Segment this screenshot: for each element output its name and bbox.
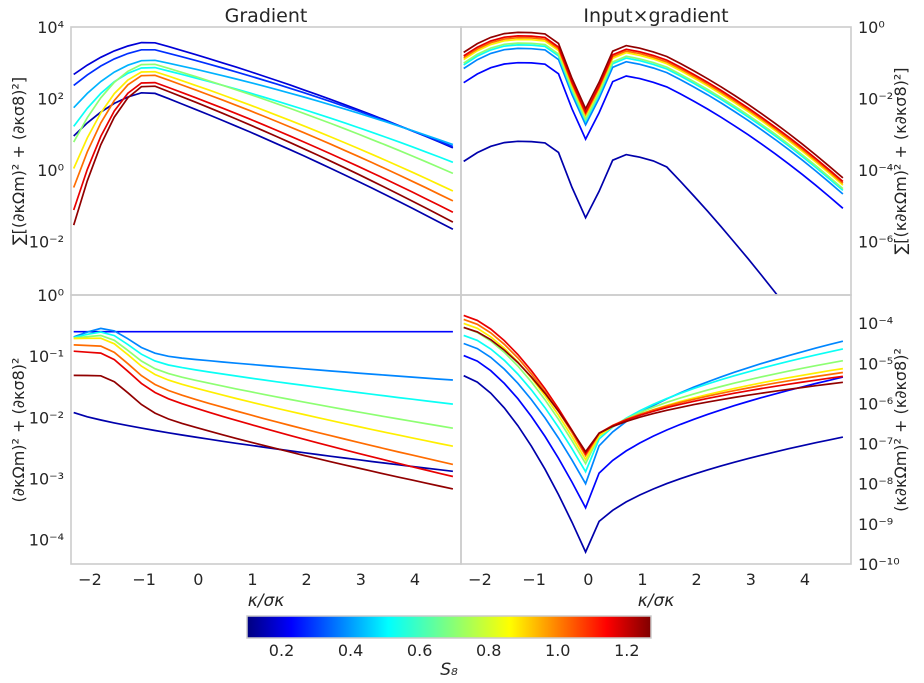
gradient-top-ytick-2: 10⁰ [37, 161, 64, 180]
series-gradient-top [72, 41, 454, 231]
xlabel-gradient: κ/σκ [248, 591, 285, 611]
ylabel-gradient-top: ∑[(∂κΩm)² + (∂κσ8)²] [9, 77, 28, 245]
gradient-xtick-1: −1 [132, 570, 156, 589]
series-line-2 [73, 327, 453, 381]
series-line-0 [73, 411, 453, 473]
series-gradient-bottom [73, 327, 454, 490]
input-gradient-top-ytick-0: 10⁰ [858, 18, 885, 37]
gradient-xtick-5: 3 [356, 570, 366, 589]
series-line-0 [463, 374, 844, 555]
series-line-5 [73, 337, 454, 448]
input-gradient-xtick-0: −2 [468, 570, 492, 589]
colorbar-tick-3: 0.8 [476, 641, 501, 660]
input-gradient-bottom-ytick-4: 10⁻⁸ [858, 475, 893, 494]
series-line-3 [73, 331, 453, 405]
gradient-bottom-ytick-3: 10⁻³ [29, 469, 64, 488]
colorbar-tick-4: 1.0 [545, 641, 570, 660]
colorbar-tick-1: 0.4 [338, 641, 363, 660]
input-gradient-xtick-1: −1 [522, 570, 546, 589]
series-line-6 [73, 344, 454, 466]
series-line-7 [463, 314, 844, 456]
input-gradient-bottom-ytick-5: 10⁻⁹ [858, 515, 893, 534]
series-line-7 [72, 74, 454, 202]
colorbar-tick-5: 1.2 [614, 641, 639, 660]
gradient-xtick-2: 0 [193, 570, 203, 589]
ylabel-input-gradient-top: ∑[(κ∂κΩm)² + (κ∂κσ8)²] [891, 67, 910, 254]
input-gradient-top-ytick-3: 10⁻⁶ [858, 232, 893, 251]
series-line-6 [463, 318, 844, 458]
series-line-0 [73, 91, 454, 231]
series-line-5 [72, 63, 454, 175]
series-line-8 [463, 326, 844, 454]
series-line-1 [463, 354, 844, 510]
colorbar-tick-2: 0.6 [407, 641, 432, 660]
gradient-bottom-ytick-1: 10⁻¹ [29, 347, 64, 366]
gradient-bottom-ytick-4: 10⁻⁴ [29, 531, 64, 550]
series-line-3 [463, 44, 844, 192]
panel-frame-input-gradient-top [460, 26, 852, 296]
series-line-8 [72, 81, 454, 214]
series-line-6 [72, 70, 454, 192]
gradient-xtick-3: 1 [247, 570, 257, 589]
series-line-3 [73, 59, 454, 146]
series-input-gradient-bottom [463, 314, 844, 555]
input-gradient-bottom-ytick-2: 10⁻⁶ [858, 394, 893, 413]
title-input-gradient: Input×gradient [583, 5, 728, 27]
input-gradient-top-ytick-2: 10⁻⁴ [858, 161, 893, 180]
input-gradient-bottom-ytick-0: 10⁻⁴ [858, 314, 893, 333]
gradient-top-ytick-0: 10⁴ [37, 18, 64, 37]
colorbar-label: S₈ [440, 660, 458, 680]
input-gradient-xtick-6: 4 [800, 570, 810, 589]
series-line-0 [463, 140, 779, 295]
gradient-bottom-ytick-0: 10⁰ [37, 286, 64, 305]
xlabel-input-gradient: κ/σκ [638, 591, 675, 611]
series-line-4 [463, 326, 844, 466]
gradient-top-ytick-3: 10⁻² [29, 232, 64, 251]
series-line-7 [73, 350, 454, 478]
series-line-8 [73, 374, 454, 490]
series-input-gradient-top [463, 31, 844, 295]
input-gradient-bottom-ytick-1: 10⁻⁵ [858, 354, 893, 373]
series-line-6 [463, 36, 844, 184]
series-line-2 [463, 340, 844, 486]
colorbar-ticks: 0.2 0.4 0.6 0.8 1.0 1.2 [269, 641, 640, 660]
series-line-4 [73, 334, 454, 430]
series-line-1 [463, 61, 844, 209]
panel-frame-input-gradient-bottom [460, 294, 852, 565]
input-gradient-xtick-5: 3 [746, 570, 756, 589]
colorbar-tick-0: 0.2 [269, 641, 294, 660]
ylabel-gradient-bottom: (∂κΩm)² + (∂κσ8)² [9, 358, 28, 503]
input-gradient-bottom-ytick-3: 10⁻⁷ [858, 435, 893, 454]
series-line-2 [463, 47, 844, 195]
title-gradient: Gradient [225, 5, 308, 27]
gradient-top-ytick-1: 10² [37, 89, 64, 108]
input-gradient-bottom-ytick-6: 10⁻¹⁰ [858, 555, 900, 574]
gradient-bottom-ytick-2: 10⁻² [29, 408, 64, 427]
series-line-3 [463, 334, 844, 474]
input-gradient-top-ytick-1: 10⁻² [858, 89, 893, 108]
series-line-5 [463, 38, 844, 186]
panel-frame-gradient-top [70, 26, 462, 296]
series-line-8 [463, 31, 844, 179]
gradient-xtick-0: −2 [78, 570, 102, 589]
input-gradient-xtick-3: 1 [637, 570, 647, 589]
colorbar [246, 615, 652, 639]
series-line-9 [72, 85, 454, 226]
series-line-7 [463, 35, 844, 183]
gradient-xtick-4: 2 [302, 570, 312, 589]
series-line-4 [73, 66, 454, 164]
ylabel-input-gradient-bottom: (κ∂κΩm)² + (κ∂κσ8)² [891, 348, 910, 512]
axis-ticks: 10⁴ 10² 10⁰ 10⁻² 10⁰ 10⁻² 10⁻⁴ 10⁻⁶ 10⁰ 10⁻¹ 10⁻² 1… [29, 18, 900, 589]
input-gradient-xtick-4: 2 [692, 570, 702, 589]
input-gradient-xtick-2: 0 [583, 570, 593, 589]
series-line-4 [463, 42, 844, 190]
gradient-xtick-6: 4 [410, 570, 420, 589]
